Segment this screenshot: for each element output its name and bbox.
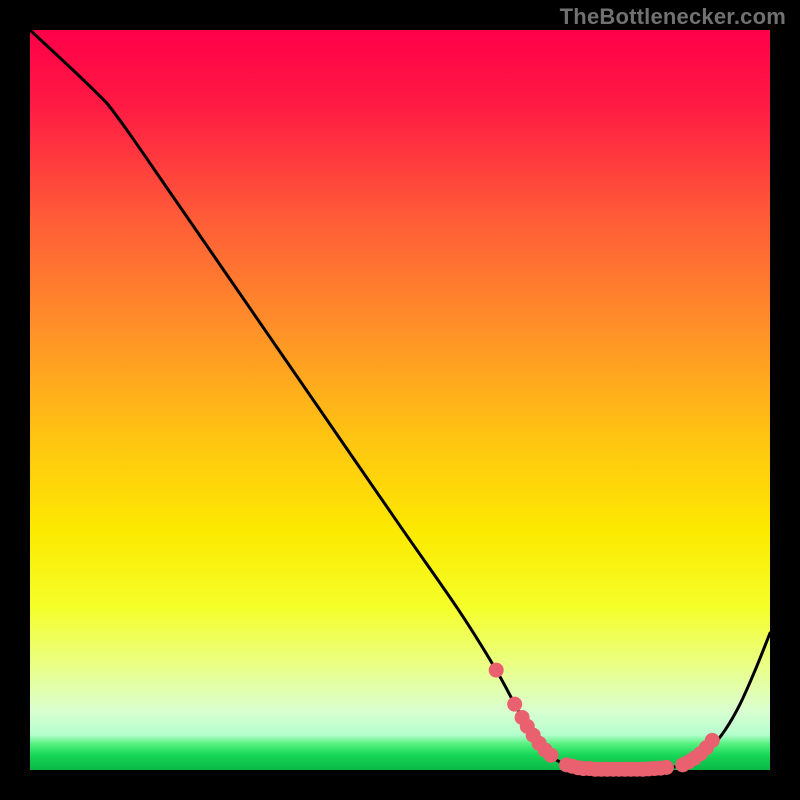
data-marker <box>544 748 558 762</box>
chart-container: TheBottlenecker.com <box>0 0 800 800</box>
data-marker <box>705 733 719 747</box>
watermark-text: TheBottlenecker.com <box>560 4 786 30</box>
data-marker <box>659 760 673 774</box>
bottleneck-chart <box>0 0 800 800</box>
data-marker <box>489 663 503 677</box>
data-marker <box>508 697 522 711</box>
plot-background <box>30 30 770 770</box>
